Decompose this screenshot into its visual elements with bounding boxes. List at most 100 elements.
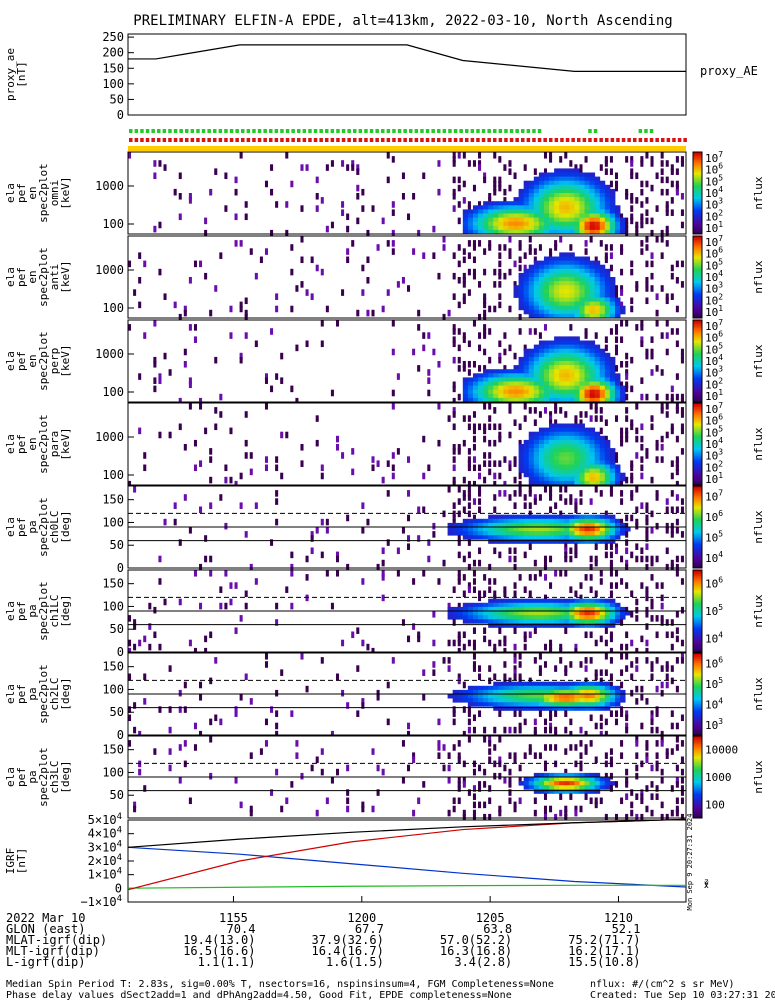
en2-noise	[513, 260, 517, 268]
pa3-noise	[625, 781, 629, 788]
en3-cell	[594, 389, 601, 395]
en3-cell	[569, 377, 575, 382]
pa1-noise	[452, 639, 456, 647]
pa3-noise	[285, 797, 289, 805]
en3-cell	[599, 381, 606, 386]
en2-noise	[356, 309, 360, 317]
pa1-cell	[554, 606, 560, 612]
en3-cell	[589, 361, 596, 366]
en3-cell	[528, 381, 535, 386]
en1-cell	[467, 221, 474, 227]
pa1-noise	[620, 578, 624, 585]
en2-noise	[472, 240, 476, 247]
pa1-noise	[503, 639, 507, 647]
en2-noise	[630, 260, 634, 268]
en2-cell	[523, 268, 530, 274]
en2-cell	[559, 285, 565, 290]
en1-cell	[554, 217, 560, 223]
pa2-noise	[599, 669, 603, 676]
pa2-noise	[518, 677, 522, 685]
en4-cbar-frame	[692, 402, 703, 486]
en3-noise	[457, 344, 461, 352]
en4-cell	[574, 435, 580, 441]
en1-cell	[554, 193, 560, 198]
en1-cell	[579, 209, 585, 214]
pa2-noise	[193, 722, 197, 730]
en1-noise	[630, 172, 634, 180]
pa2-cell	[569, 694, 575, 699]
en1-cell	[569, 213, 575, 218]
en4-cell	[599, 456, 606, 461]
pa1-cell	[478, 606, 484, 612]
en3-noise	[604, 344, 608, 352]
pa0-noise	[614, 547, 619, 555]
proxy-ylabel-0: proxy_ae	[4, 48, 17, 101]
en1-cell	[559, 172, 565, 177]
red-flag-3	[145, 138, 150, 142]
en2-cbar-seg	[693, 242, 702, 245]
pa0-cell	[508, 518, 514, 524]
pa2-noise	[554, 726, 558, 734]
pa0-noise	[533, 559, 537, 567]
en3-cell	[599, 356, 606, 362]
en2-noise	[376, 244, 380, 251]
pa0-cell	[533, 531, 540, 536]
pa1-cell	[564, 602, 570, 608]
en2-cell	[584, 268, 591, 274]
pa2-noise	[447, 665, 451, 672]
en4-cell	[554, 427, 560, 433]
pa2-cell	[559, 681, 565, 687]
en3-noise	[452, 397, 456, 405]
pa3-cbar-seg	[693, 774, 702, 778]
en2-noise	[523, 264, 527, 272]
en3-cell	[503, 377, 509, 382]
pa3-noise	[513, 805, 517, 813]
pa0-noise	[523, 494, 527, 501]
en2-cell	[599, 305, 606, 311]
en4-cell	[589, 431, 596, 437]
green-flag-48	[397, 129, 402, 133]
proxy-ytick-label-2: 100	[102, 77, 124, 91]
en2-cell	[579, 289, 585, 294]
pa3-cbar-seg	[693, 742, 702, 745]
pa1-noise	[483, 635, 487, 643]
en4-noise	[427, 464, 431, 472]
pa1-cbar-seg	[693, 641, 702, 645]
en2-noise	[498, 260, 502, 268]
en1-noise	[356, 164, 360, 171]
green-flag-29	[291, 129, 295, 133]
pa2-cell	[467, 694, 474, 699]
en2-noise	[457, 277, 461, 284]
pa1-cell	[554, 602, 560, 608]
en4-cell	[564, 435, 570, 441]
en1-noise	[391, 229, 395, 237]
pa0-cell	[493, 531, 499, 536]
en2-cell	[599, 272, 606, 278]
en4-cell	[569, 460, 575, 465]
en1-cell	[533, 217, 540, 223]
en2-cell	[564, 264, 570, 270]
pa2-cell	[599, 698, 606, 703]
en1-cell	[574, 172, 580, 177]
pa3-cell	[594, 777, 601, 782]
pa2-cbar-seg	[693, 673, 702, 677]
en2-cell	[614, 313, 621, 319]
en1-cell	[564, 217, 570, 223]
en3-noise	[675, 328, 679, 335]
en1-cbar-seg	[693, 160, 702, 163]
pa1-cell	[569, 619, 575, 624]
en2-cell	[538, 301, 545, 307]
en1-cell	[564, 168, 570, 173]
pa2-cbar-seg	[693, 659, 702, 662]
pa3-cbar-seg	[693, 803, 702, 807]
en1-cell	[564, 188, 570, 194]
en3-cell	[569, 369, 575, 374]
pa2-noise	[549, 714, 553, 722]
pa0-cell	[559, 527, 565, 532]
en1-noise	[609, 168, 613, 175]
pa3-noise	[528, 748, 532, 755]
en4-noise	[488, 423, 492, 431]
en1-noise	[214, 168, 218, 175]
pa2-noise	[589, 657, 593, 664]
en1-cell	[569, 197, 575, 202]
